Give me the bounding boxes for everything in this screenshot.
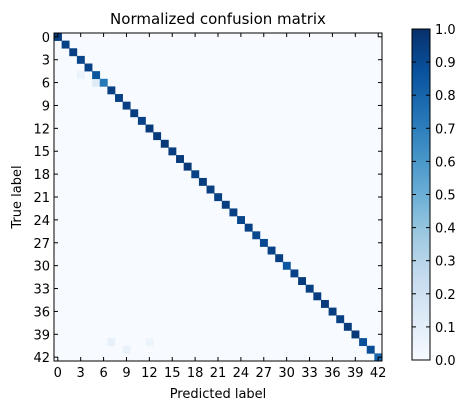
- x-axis-label: Predicted label: [170, 387, 267, 402]
- colorbar-tick-label: 0.3: [435, 255, 456, 270]
- y-tick-label: 27: [33, 237, 50, 252]
- chart-title: Normalized confusion matrix: [110, 10, 326, 28]
- matrix-cell-diagonal: [351, 330, 360, 339]
- matrix-cell-diagonal: [153, 132, 162, 141]
- colorbar-tick-label: 0.6: [435, 155, 456, 170]
- matrix-cell-diagonal: [290, 269, 299, 278]
- matrix-cell-diagonal: [69, 48, 78, 57]
- matrix-cell: [92, 78, 101, 87]
- x-tick-label: 33: [301, 366, 318, 381]
- y-tick-label: 9: [42, 99, 50, 114]
- matrix-cell-diagonal: [214, 193, 223, 202]
- x-tick-label: 0: [54, 366, 62, 381]
- matrix-cell-diagonal: [183, 162, 192, 171]
- y-tick-label: 24: [33, 214, 50, 229]
- matrix-cell-diagonal: [282, 261, 291, 270]
- matrix-cell-diagonal: [259, 238, 268, 247]
- y-tick-label: 6: [42, 77, 50, 92]
- colorbar-tick-label: 0.2: [435, 288, 456, 303]
- colorbar-tick-label: 0.4: [435, 222, 456, 237]
- matrix-cell-diagonal: [267, 246, 276, 255]
- colorbar-tick-label: 0.5: [435, 189, 456, 204]
- x-axis-ticks: 0 3 6 9 12 15 18 21 24 27 30 33 36 39 42: [54, 33, 387, 381]
- matrix-cell-diagonal: [359, 338, 368, 347]
- matrix-cell-diagonal: [198, 177, 207, 186]
- matrix-cell-diagonal: [145, 124, 154, 133]
- matrix-cell-diagonal: [176, 155, 184, 163]
- y-tick-label: 21: [33, 191, 50, 206]
- matrix-cells: [54, 33, 383, 362]
- matrix-cell-diagonal: [99, 78, 108, 87]
- matrix-cell: [76, 71, 85, 80]
- colorbar-tick-label: 0.9: [435, 56, 456, 71]
- matrix-cell: [145, 338, 154, 347]
- matrix-cell-diagonal: [130, 109, 139, 118]
- x-tick-label: 6: [99, 366, 107, 381]
- matrix-cell-diagonal: [168, 147, 177, 156]
- x-tick-label: 21: [210, 366, 227, 381]
- matrix-cell-diagonal: [115, 94, 123, 102]
- matrix-cell-diagonal: [191, 170, 200, 179]
- matrix-cell-diagonal: [313, 292, 322, 301]
- y-tick-label: 42: [33, 351, 50, 366]
- x-tick-label: 42: [370, 366, 387, 381]
- y-tick-label: 39: [33, 328, 50, 343]
- matrix-cell-diagonal: [252, 231, 261, 240]
- x-tick-label: 36: [324, 366, 341, 381]
- matrix-cell: [107, 338, 116, 347]
- matrix-cell-diagonal: [92, 71, 101, 80]
- x-tick-label: 24: [233, 366, 250, 381]
- y-tick-label: 33: [33, 283, 50, 298]
- matrix-cell-diagonal: [275, 254, 284, 263]
- x-tick-label: 3: [77, 366, 85, 381]
- colorbar-tick-label: 1.0: [435, 23, 456, 38]
- colorbar-tick-label: 0.7: [435, 122, 456, 137]
- matrix-cell-diagonal: [137, 116, 146, 125]
- matrix-cell-diagonal: [122, 101, 131, 110]
- matrix-cell-diagonal: [84, 63, 93, 72]
- x-tick-label: 39: [347, 366, 364, 381]
- x-tick-label: 12: [141, 366, 158, 381]
- y-tick-label: 18: [33, 168, 50, 183]
- y-tick-label: 30: [33, 260, 50, 275]
- matrix-cell-diagonal: [320, 299, 329, 308]
- matrix-cell-diagonal: [107, 86, 116, 95]
- colorbar-tick-label: 0.8: [435, 89, 456, 104]
- matrix-cell-diagonal: [160, 139, 169, 148]
- x-tick-label: 18: [187, 366, 204, 381]
- x-tick-label: 15: [164, 366, 181, 381]
- x-tick-label: 30: [278, 366, 295, 381]
- matrix-cell: [122, 345, 131, 354]
- y-tick-label: 3: [42, 54, 50, 69]
- x-tick-label: 9: [122, 366, 130, 381]
- matrix-cell-diagonal: [206, 185, 215, 194]
- matrix-cell-diagonal: [336, 315, 345, 324]
- matrix-cell-diagonal: [237, 216, 245, 224]
- x-tick-label: 27: [255, 366, 272, 381]
- matrix-cell-diagonal: [221, 200, 230, 209]
- colorbar-tick-label: 0.1: [435, 321, 456, 336]
- y-axis-label: True label: [10, 165, 25, 229]
- matrix-cell-diagonal: [328, 307, 337, 316]
- colorbar-ticks: 0.0 0.1 0.2 0.3 0.4 0.5 0.6 0.7 0.8 0.9 1.0: [412, 23, 456, 369]
- matrix-cell-diagonal: [343, 322, 352, 331]
- matrix-cell-diagonal: [229, 208, 238, 217]
- matrix-cell-diagonal: [61, 40, 70, 49]
- matrix-cell-diagonal: [298, 277, 307, 286]
- matrix-cell-diagonal: [244, 223, 253, 232]
- y-tick-label: 36: [33, 305, 50, 320]
- matrix-cell-diagonal: [76, 55, 85, 64]
- matrix-cell-diagonal: [366, 345, 375, 354]
- y-tick-label: 15: [33, 145, 50, 160]
- y-tick-label: 0: [42, 31, 50, 46]
- y-tick-label: 12: [33, 122, 50, 137]
- colorbar-tick-label: 0.0: [435, 354, 456, 369]
- matrix-cell-diagonal: [305, 284, 314, 293]
